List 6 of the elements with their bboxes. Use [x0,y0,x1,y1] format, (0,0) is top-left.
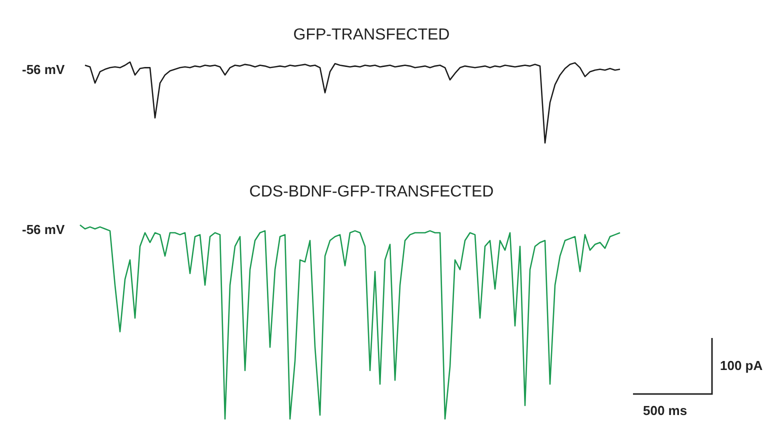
chart-title: CDS-BDNF-GFP-TRANSFECTED [249,184,494,200]
text: -56 mV [22,62,65,77]
text: -56 mV [22,222,65,237]
text: 100 pA [720,358,764,373]
chart-title: GFP-TRANSFECTED [293,26,450,44]
text: 500 ms [643,403,688,418]
